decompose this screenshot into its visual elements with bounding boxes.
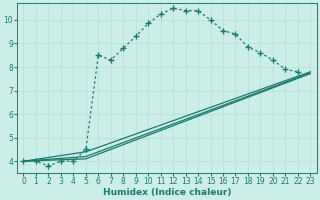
- X-axis label: Humidex (Indice chaleur): Humidex (Indice chaleur): [103, 188, 231, 197]
